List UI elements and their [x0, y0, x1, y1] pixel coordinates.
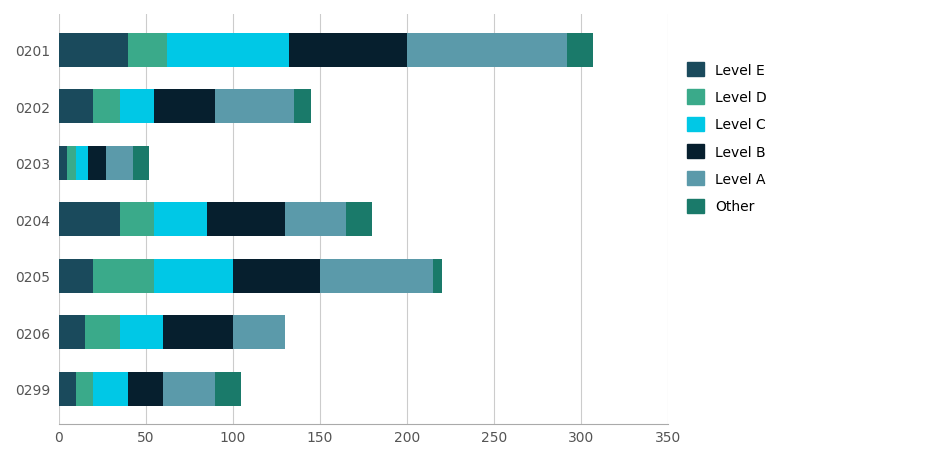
Bar — [566, 34, 593, 67]
Bar — [154, 203, 207, 237]
Bar — [163, 316, 232, 349]
Bar — [133, 146, 149, 180]
Bar — [59, 34, 128, 67]
Bar — [285, 203, 346, 237]
Bar — [93, 372, 128, 406]
Bar — [432, 259, 442, 293]
Bar — [93, 90, 120, 124]
Bar — [59, 203, 120, 237]
Bar — [166, 34, 288, 67]
Bar — [59, 259, 93, 293]
Bar — [85, 316, 120, 349]
Bar — [76, 372, 93, 406]
Bar — [294, 90, 311, 124]
Bar — [67, 146, 76, 180]
Bar — [120, 203, 154, 237]
Bar — [232, 316, 285, 349]
Bar — [319, 259, 432, 293]
Bar — [59, 90, 93, 124]
Bar — [93, 259, 154, 293]
Bar — [154, 90, 215, 124]
Bar — [88, 146, 106, 180]
Bar — [215, 90, 294, 124]
Bar — [346, 203, 372, 237]
Bar — [215, 372, 242, 406]
Bar — [154, 259, 232, 293]
Bar — [163, 372, 215, 406]
Bar — [59, 372, 76, 406]
Bar — [288, 34, 407, 67]
Bar — [120, 316, 163, 349]
Legend: Level E, Level D, Level C, Level B, Level A, Other: Level E, Level D, Level C, Level B, Leve… — [686, 63, 767, 214]
Bar — [232, 259, 319, 293]
Bar — [76, 146, 88, 180]
Bar — [128, 372, 163, 406]
Bar — [106, 146, 133, 180]
Bar — [128, 34, 166, 67]
Bar — [407, 34, 566, 67]
Bar — [207, 203, 285, 237]
Bar — [120, 90, 154, 124]
Bar — [59, 146, 67, 180]
Bar — [59, 316, 85, 349]
